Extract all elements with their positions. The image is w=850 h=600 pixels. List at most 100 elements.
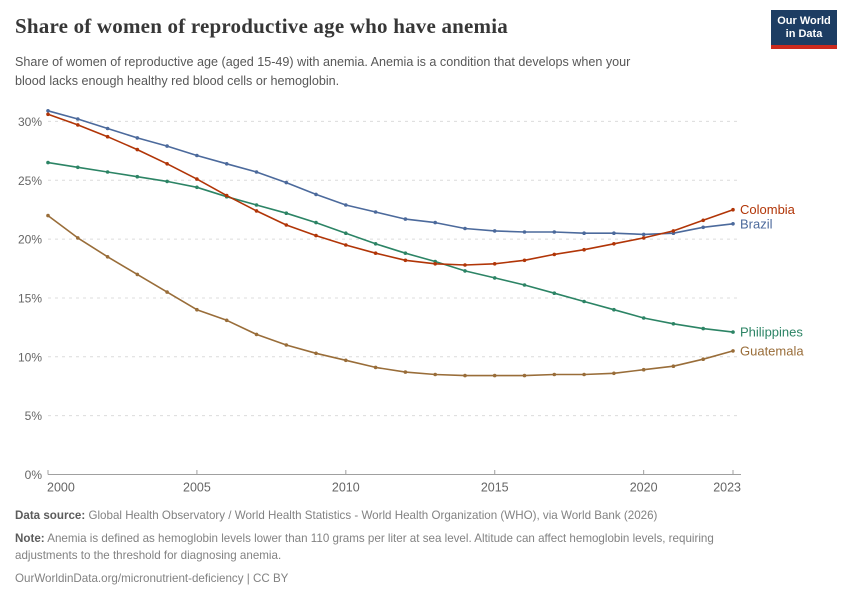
data-point-philippines-2019[interactable] bbox=[612, 307, 616, 312]
series-line-brazil[interactable] bbox=[47, 110, 734, 236]
data-point-philippines-2009[interactable] bbox=[314, 220, 318, 225]
data-point-guatemala-2023[interactable] bbox=[731, 349, 735, 353]
data-point-philippines-2011[interactable] bbox=[373, 242, 378, 246]
data-point-brazil-2011[interactable] bbox=[373, 210, 378, 214]
data-point-brazil-2020[interactable] bbox=[641, 232, 646, 237]
data-point-brazil-2006[interactable] bbox=[224, 162, 229, 166]
data-point-colombia-2009[interactable] bbox=[314, 233, 318, 238]
data-point-colombia-2004[interactable] bbox=[165, 162, 169, 166]
data-point-colombia-2018[interactable] bbox=[582, 247, 586, 252]
data-point-colombia-2007[interactable] bbox=[254, 209, 259, 213]
data-point-guatemala-2004[interactable] bbox=[165, 290, 169, 294]
data-point-guatemala-2001[interactable] bbox=[76, 236, 80, 240]
data-point-philippines-2012[interactable] bbox=[403, 251, 408, 255]
data-point-philippines-2018[interactable] bbox=[582, 299, 586, 304]
data-point-colombia-2013[interactable] bbox=[433, 262, 438, 266]
data-point-guatemala-2020[interactable] bbox=[641, 367, 646, 372]
data-point-colombia-2005[interactable] bbox=[195, 177, 199, 181]
data-point-philippines-2007[interactable] bbox=[254, 203, 259, 207]
data-point-guatemala-2019[interactable] bbox=[612, 371, 616, 376]
data-point-colombia-2023[interactable] bbox=[731, 207, 735, 212]
data-point-guatemala-2007[interactable] bbox=[254, 332, 259, 337]
data-point-guatemala-2018[interactable] bbox=[582, 372, 586, 377]
data-point-guatemala-2003[interactable] bbox=[135, 272, 140, 277]
data-point-brazil-2015[interactable] bbox=[492, 229, 497, 233]
data-point-philippines-2003[interactable] bbox=[135, 174, 140, 179]
data-point-brazil-2000[interactable] bbox=[46, 109, 50, 113]
data-point-brazil-2012[interactable] bbox=[403, 217, 408, 221]
data-point-colombia-2016[interactable] bbox=[522, 258, 527, 263]
data-point-brazil-2003[interactable] bbox=[135, 136, 140, 140]
data-point-guatemala-2006[interactable] bbox=[224, 318, 229, 323]
data-point-philippines-2015[interactable] bbox=[492, 276, 497, 280]
data-point-brazil-2016[interactable] bbox=[522, 230, 527, 234]
data-point-brazil-2007[interactable] bbox=[254, 170, 259, 174]
series-label-colombia[interactable]: Colombia bbox=[740, 202, 796, 217]
data-point-brazil-2019[interactable] bbox=[612, 231, 616, 235]
data-point-colombia-2012[interactable] bbox=[403, 258, 408, 263]
data-point-guatemala-2010[interactable] bbox=[344, 358, 348, 363]
data-point-colombia-2001[interactable] bbox=[76, 123, 80, 127]
data-point-colombia-2015[interactable] bbox=[492, 262, 497, 266]
owid-url-link[interactable]: OurWorldinData.org/micronutrient-deficie… bbox=[15, 571, 244, 585]
series-line-philippines[interactable] bbox=[47, 161, 734, 333]
data-point-philippines-2021[interactable] bbox=[671, 322, 676, 326]
series-label-philippines[interactable]: Philippines bbox=[740, 325, 803, 340]
data-point-colombia-2008[interactable] bbox=[284, 223, 289, 227]
data-point-philippines-2002[interactable] bbox=[105, 170, 110, 174]
data-point-colombia-2019[interactable] bbox=[612, 242, 616, 246]
data-point-guatemala-2011[interactable] bbox=[373, 365, 378, 370]
data-point-guatemala-2005[interactable] bbox=[195, 307, 199, 312]
data-point-colombia-2021[interactable] bbox=[671, 229, 676, 233]
data-point-colombia-2006[interactable] bbox=[224, 193, 229, 198]
data-point-colombia-2000[interactable] bbox=[46, 112, 50, 117]
data-point-philippines-2005[interactable] bbox=[195, 185, 199, 190]
data-point-guatemala-2017[interactable] bbox=[552, 372, 557, 377]
data-point-colombia-2017[interactable] bbox=[552, 252, 557, 257]
data-point-philippines-2001[interactable] bbox=[76, 165, 80, 170]
series-line-colombia[interactable] bbox=[47, 113, 734, 266]
data-point-philippines-2008[interactable] bbox=[284, 211, 289, 215]
data-point-brazil-2022[interactable] bbox=[701, 225, 705, 230]
data-point-philippines-2022[interactable] bbox=[701, 326, 705, 331]
data-point-colombia-2002[interactable] bbox=[105, 134, 110, 139]
data-point-colombia-2010[interactable] bbox=[344, 243, 348, 247]
data-point-philippines-2017[interactable] bbox=[552, 291, 557, 296]
data-point-philippines-2000[interactable] bbox=[46, 160, 50, 165]
data-point-guatemala-2016[interactable] bbox=[522, 373, 527, 378]
data-point-brazil-2013[interactable] bbox=[433, 220, 438, 225]
data-point-guatemala-2009[interactable] bbox=[314, 351, 318, 356]
data-point-guatemala-2013[interactable] bbox=[433, 372, 438, 377]
data-point-brazil-2023[interactable] bbox=[731, 222, 735, 226]
series-label-guatemala[interactable]: Guatemala bbox=[740, 343, 804, 358]
series-label-brazil[interactable]: Brazil bbox=[740, 216, 773, 231]
data-point-brazil-2004[interactable] bbox=[165, 144, 169, 148]
data-point-brazil-2001[interactable] bbox=[76, 117, 80, 121]
data-point-philippines-2023[interactable] bbox=[731, 330, 735, 334]
series-line-guatemala[interactable] bbox=[47, 214, 734, 377]
data-point-philippines-2016[interactable] bbox=[522, 283, 527, 287]
data-point-philippines-2004[interactable] bbox=[165, 179, 169, 184]
data-point-philippines-2020[interactable] bbox=[641, 316, 646, 320]
data-point-colombia-2022[interactable] bbox=[701, 218, 705, 223]
data-point-colombia-2020[interactable] bbox=[641, 236, 646, 240]
data-point-guatemala-2021[interactable] bbox=[671, 364, 676, 369]
data-point-philippines-2014[interactable] bbox=[463, 269, 467, 273]
data-point-guatemala-2002[interactable] bbox=[105, 254, 110, 259]
data-point-guatemala-2012[interactable] bbox=[403, 370, 408, 374]
data-point-guatemala-2014[interactable] bbox=[463, 373, 467, 378]
data-point-brazil-2017[interactable] bbox=[552, 230, 557, 234]
data-point-brazil-2009[interactable] bbox=[314, 192, 318, 197]
data-point-colombia-2011[interactable] bbox=[373, 251, 378, 255]
data-point-brazil-2018[interactable] bbox=[582, 231, 586, 235]
data-point-brazil-2008[interactable] bbox=[284, 180, 289, 185]
data-point-philippines-2010[interactable] bbox=[344, 231, 348, 235]
data-point-brazil-2014[interactable] bbox=[463, 226, 467, 231]
owid-logo[interactable]: Our World in Data bbox=[771, 10, 837, 49]
data-point-brazil-2005[interactable] bbox=[195, 153, 199, 158]
data-point-colombia-2003[interactable] bbox=[135, 147, 140, 152]
data-point-guatemala-2022[interactable] bbox=[701, 357, 705, 362]
data-point-brazil-2002[interactable] bbox=[105, 126, 110, 131]
data-point-brazil-2010[interactable] bbox=[344, 203, 348, 207]
data-point-guatemala-2008[interactable] bbox=[284, 343, 289, 347]
